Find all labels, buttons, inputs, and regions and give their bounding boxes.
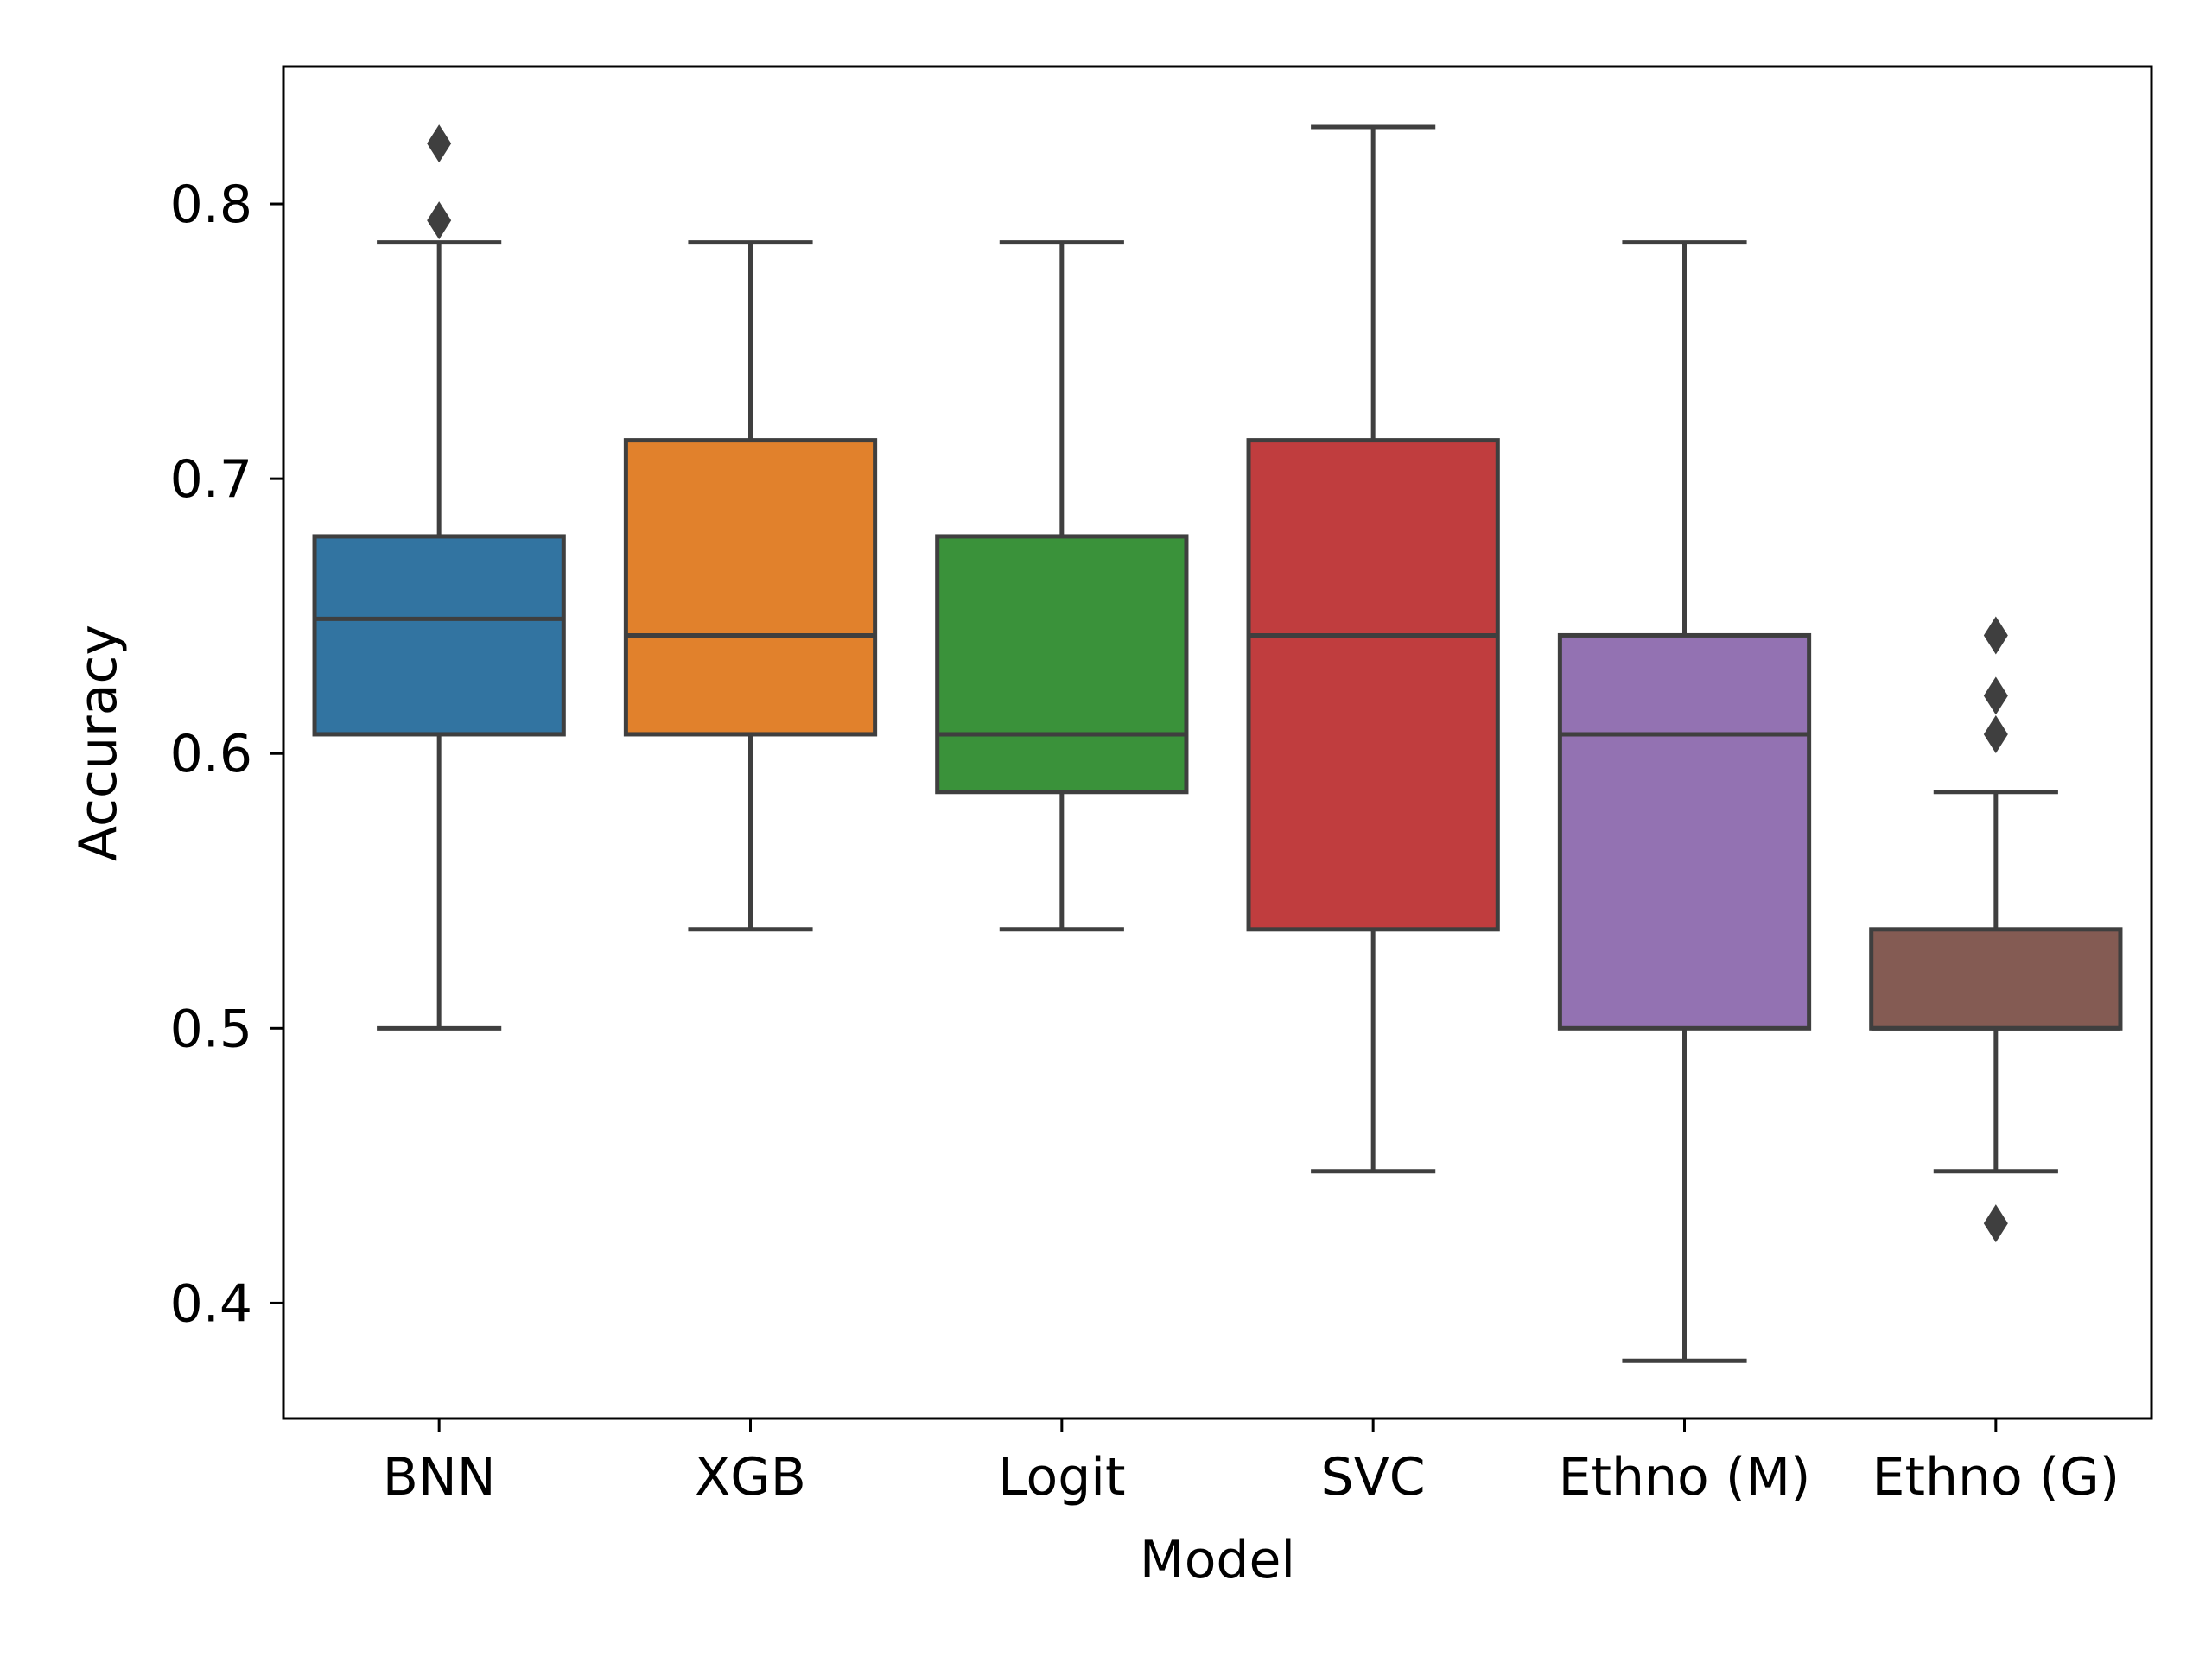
outlier-marker — [1983, 714, 2008, 753]
box-group — [1557, 240, 1812, 1363]
plot-frame — [282, 65, 2153, 1420]
box — [623, 438, 878, 737]
outlier-marker — [1983, 676, 2008, 715]
x-axis-label: Model — [1140, 1530, 1295, 1590]
y-axis: 0.4 0.5 0.6 0.7 0.8 — [170, 175, 283, 1334]
box — [312, 534, 566, 737]
y-tick-label: 0.4 — [170, 1273, 252, 1334]
box-group — [1869, 616, 2123, 1243]
x-tick-label: SVC — [1321, 1447, 1426, 1507]
box-group — [623, 240, 878, 932]
y-tick-label: 0.5 — [170, 999, 252, 1059]
box-group — [1246, 124, 1500, 1174]
x-tick-label: XGB — [695, 1447, 806, 1507]
box — [935, 534, 1189, 795]
box — [1869, 927, 2123, 1031]
x-tick-label: Ethno (G) — [1872, 1447, 2120, 1507]
boxes-layer — [312, 124, 2123, 1363]
box-group — [935, 240, 1189, 932]
box — [1557, 632, 1812, 1031]
outlier-marker — [1983, 616, 2008, 655]
y-tick-label: 0.7 — [170, 449, 252, 510]
x-tick-label: Ethno (M) — [1559, 1447, 1811, 1507]
outlier-marker — [427, 124, 452, 163]
box — [1246, 438, 1500, 932]
x-tick-label: Logit — [998, 1447, 1125, 1507]
y-axis-label: Accuracy — [68, 625, 129, 861]
outlier-marker — [1983, 1204, 2008, 1243]
x-axis: BNN XGB Logit SVC Ethno (M) Ethno (G) — [383, 1419, 2120, 1507]
x-tick-label: BNN — [383, 1447, 496, 1507]
y-tick-label: 0.6 — [170, 724, 252, 784]
box-group — [312, 124, 566, 1031]
y-tick-label: 0.8 — [170, 175, 252, 235]
outlier-marker — [427, 201, 452, 240]
